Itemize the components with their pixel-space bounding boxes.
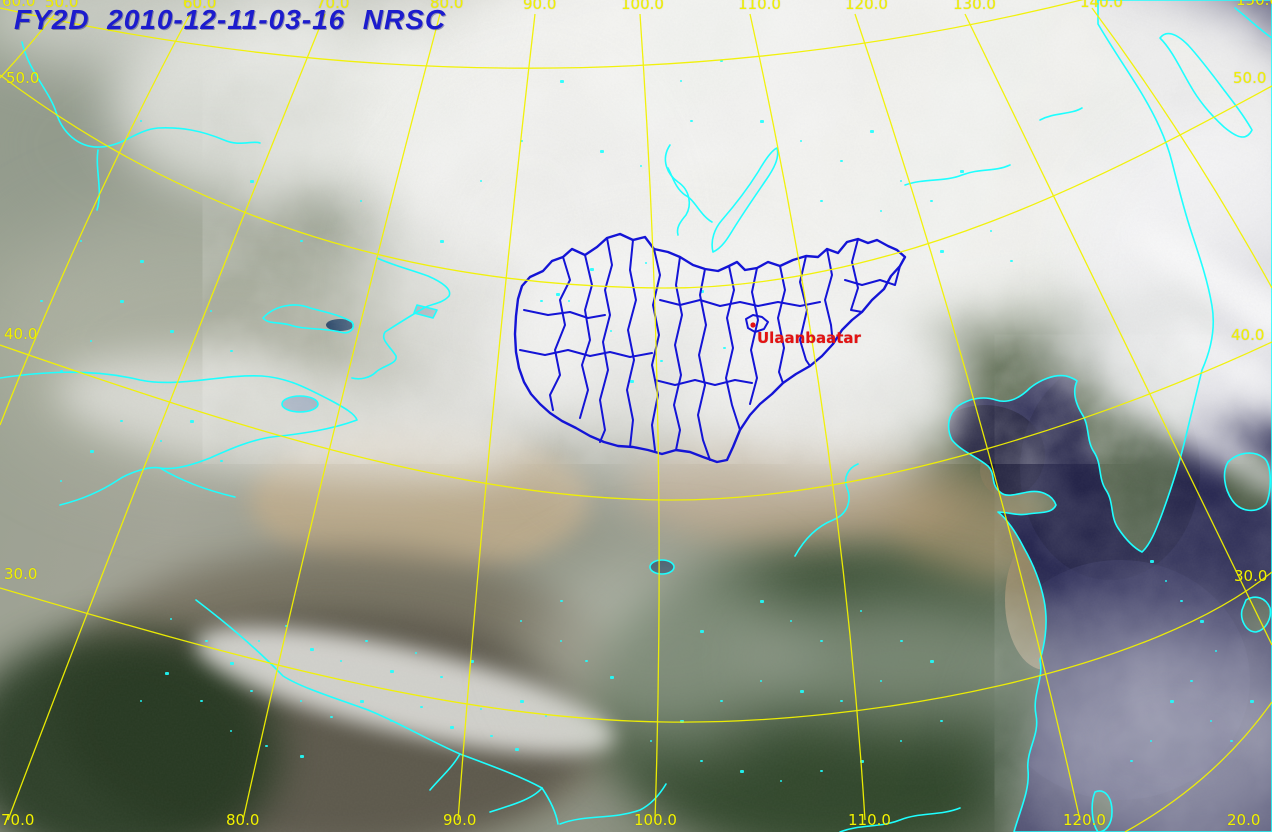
graticule-label-top: 140.0 — [1080, 0, 1123, 11]
graticule-label-top: 70.0 — [316, 0, 350, 12]
parallel-50n — [0, 74, 1272, 289]
city-label-ulaanbaatar: Ulaanbaatar — [757, 329, 861, 347]
meridian-70e — [7, 13, 326, 821]
meridian-60e — [0, 13, 191, 426]
graticule-label-bottom: 70.0 — [1, 811, 35, 829]
graticule-label-bottom: 80.0 — [226, 811, 260, 829]
graticule-label-top: 110.0 — [738, 0, 781, 13]
parallel-60n — [0, 0, 1084, 69]
meridian-120e — [854, 13, 1081, 821]
lake-specks — [40, 60, 1254, 782]
graticule-label-top: 60.0 — [2, 0, 36, 10]
meridian-110e — [749, 13, 866, 821]
graticule-label-top: 60.0 — [183, 0, 217, 12]
graticule-label-top: 90.0 — [523, 0, 557, 13]
graticule-label-left: 40.0 — [4, 325, 38, 343]
graticule-label-bottom: 120.0 — [1063, 811, 1106, 829]
graticule-label-right: 40.0 — [1231, 326, 1265, 344]
graticule-label-left: 30.0 — [4, 565, 38, 583]
graticule-label-bottom: 20.0 — [1227, 811, 1261, 829]
ulaanbaatar-dot — [750, 322, 756, 328]
meridian-100e — [639, 13, 660, 821]
meridian-90e — [457, 13, 536, 821]
graticule-label-right: 50.0 — [1233, 69, 1267, 87]
graticule-label-top: 100.0 — [621, 0, 664, 13]
parallel-20n — [1124, 701, 1272, 832]
mongolia-borders — [513, 232, 907, 464]
graticule-label-left: 50.0 — [6, 69, 40, 87]
graticule-label-top: 150.0 — [1236, 0, 1272, 9]
parallel-30n — [0, 571, 1272, 723]
parallel-40n — [0, 341, 1272, 501]
graticule-label-bottom: 100.0 — [634, 811, 677, 829]
graticule-label-top: 120.0 — [845, 0, 888, 13]
image-title: FY2D 2010-12-11-03-16 NRSC — [14, 4, 447, 35]
meridian-130e — [964, 13, 1272, 646]
graticule-label-right: 30.0 — [1234, 567, 1268, 585]
graticule-label-bottom: 90.0 — [443, 811, 477, 829]
meridian-140e — [1091, 7, 1272, 289]
graticule-label-bottom: 110.0 — [848, 811, 891, 829]
graticule-label-top: 130.0 — [953, 0, 996, 13]
graticule-label-top: 50.0 — [45, 0, 79, 11]
meridian-50e — [0, 13, 56, 79]
graticule-label-top: 80.0 — [430, 0, 464, 12]
meridian-80e — [242, 13, 441, 821]
